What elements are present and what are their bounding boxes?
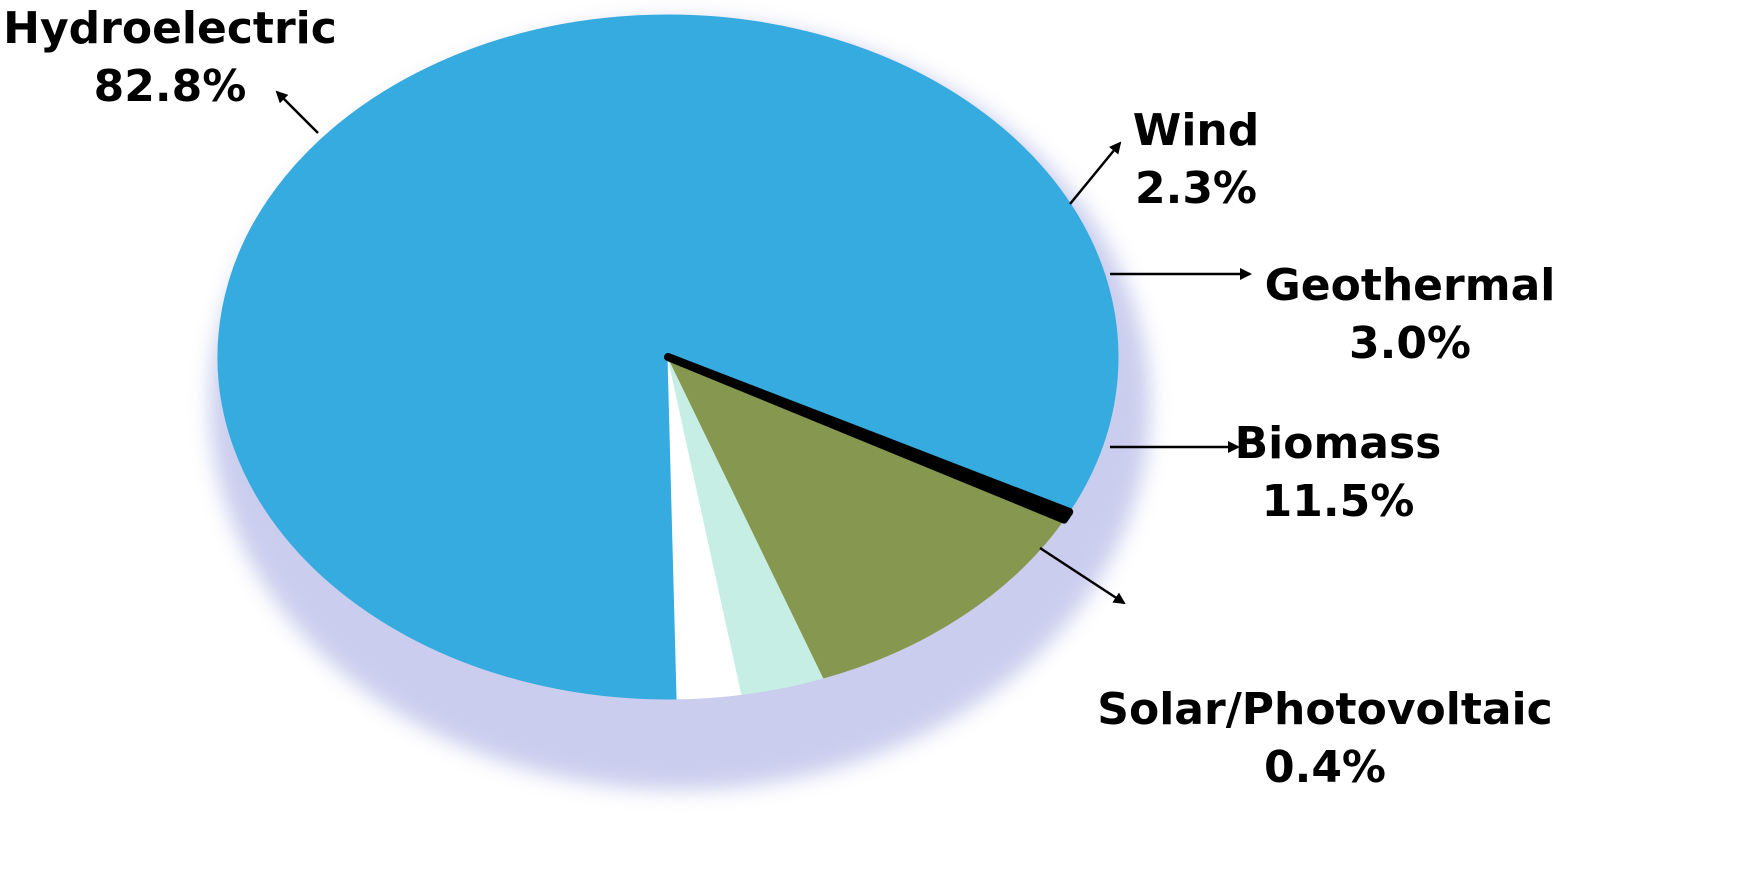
label-biomass-value: 11.5% — [1262, 476, 1415, 527]
slice-biomass — [667, 356, 1065, 679]
label-hydroelectric-name: Hydroelectric — [3, 3, 337, 54]
leader-lines — [275, 90, 1252, 605]
slice-solar-photovoltaic — [664, 353, 1074, 524]
label-wind-value: 2.3% — [1135, 163, 1257, 214]
leader-arrow-solar-photovoltaic — [1039, 546, 1126, 605]
label-biomass-name: Biomass — [1235, 418, 1442, 469]
label-hydroelectric-value: 82.8% — [94, 61, 247, 112]
label-solar-photovoltaic-name: Solar/Photovoltaic — [1097, 684, 1552, 735]
label-solar-photovoltaic-value: 0.4% — [1264, 742, 1386, 793]
pie-slices — [217, 14, 1119, 700]
slice-labels: Hydroelectric 82.8% Wind 2.3% Geothermal… — [3, 3, 1555, 793]
leader-arrow-hydroelectric — [275, 90, 319, 134]
label-geothermal-name: Geothermal — [1265, 260, 1556, 311]
label-geothermal-value: 3.0% — [1349, 318, 1471, 369]
leader-arrow-wind — [1069, 141, 1122, 205]
label-wind-name: Wind — [1133, 105, 1259, 156]
